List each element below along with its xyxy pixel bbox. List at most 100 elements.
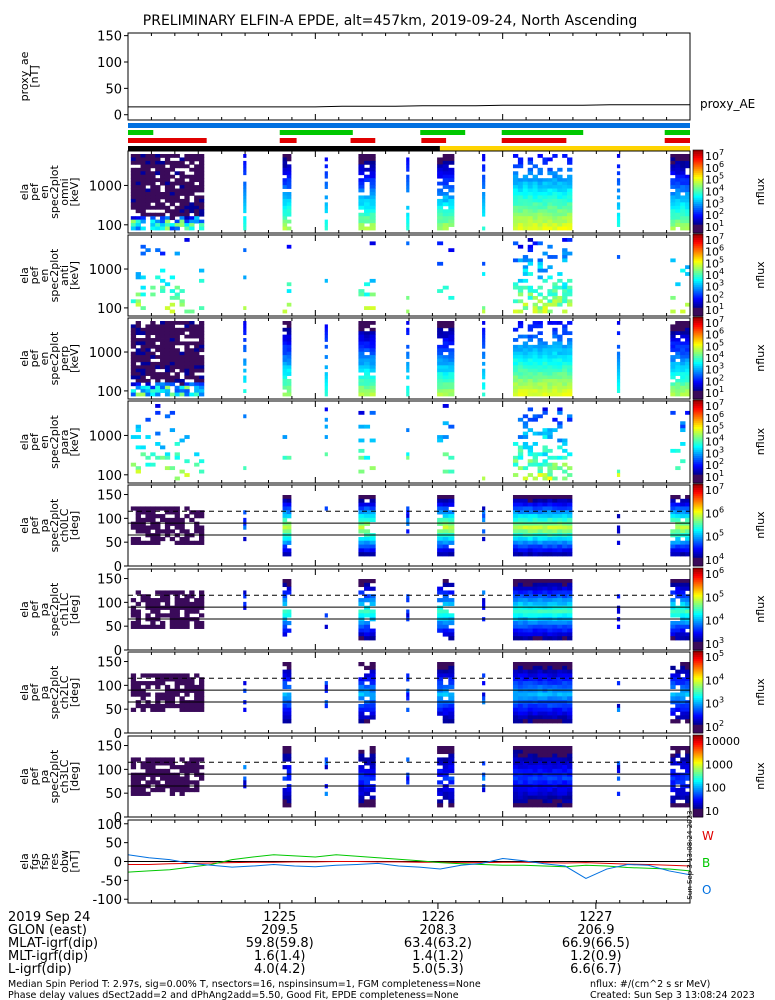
heatmap-cell <box>448 209 455 214</box>
heatmap-cell <box>542 684 548 690</box>
heatmap-cell <box>160 681 166 686</box>
heatmap-cell <box>189 382 195 387</box>
heatmap-cell <box>174 514 180 519</box>
heatmap-cell <box>358 636 365 641</box>
heatmap-cell <box>448 295 455 300</box>
colorbar-cell <box>693 343 703 347</box>
heatmap-cell <box>184 238 190 242</box>
heatmap-cell <box>184 787 190 793</box>
heatmap-cell <box>442 791 449 796</box>
heatmap-cell <box>685 665 691 671</box>
heatmap-cell <box>482 338 486 342</box>
heatmap-cell <box>522 525 529 530</box>
heatmap-cell <box>437 711 444 716</box>
heatmap-cell <box>517 746 524 751</box>
heatmap-cell <box>542 510 548 515</box>
heatmap-cell <box>189 167 195 172</box>
heatmap-cell <box>324 202 328 207</box>
heatmap-cell <box>442 171 449 176</box>
colorbar-tick-exponent: 5 <box>719 255 724 264</box>
colorbar-label: nflux <box>754 595 767 623</box>
heatmap-cell <box>135 216 141 221</box>
heatmap-cell <box>155 681 161 686</box>
heatmap-cell <box>164 761 171 766</box>
heatmap-cell <box>369 506 376 511</box>
heatmap-cell <box>532 382 538 387</box>
heatmap-cell <box>675 791 681 796</box>
heatmap-cell <box>537 632 543 637</box>
heatmap-cell <box>437 681 444 686</box>
heatmap-cell <box>130 372 137 376</box>
heatmap-cell <box>552 681 558 686</box>
heatmap-cell <box>130 157 137 162</box>
status-bar-red <box>501 138 567 143</box>
heatmap-cell <box>145 192 151 196</box>
colorbar-tick-exponent: 7 <box>719 482 724 491</box>
heatmap-cell <box>517 598 524 603</box>
heatmap-cell <box>567 692 573 697</box>
heatmap-cell <box>174 780 180 785</box>
heatmap-cell <box>140 540 146 545</box>
heatmap-cell <box>324 171 328 176</box>
heatmap-cell <box>160 536 166 542</box>
heatmap-cell <box>243 209 247 214</box>
heatmap-cell <box>437 803 444 808</box>
heatmap-cell <box>130 324 137 329</box>
heatmap-cell <box>286 707 292 712</box>
heatmap-cell <box>442 324 449 329</box>
heatmap-cell <box>482 536 486 542</box>
heatmap-cell <box>189 787 195 793</box>
heatmap-cell <box>517 372 524 376</box>
heatmap-cell <box>150 192 156 196</box>
heatmap-cell <box>557 223 563 227</box>
heatmap-cell <box>174 692 180 697</box>
heatmap-cell <box>532 302 538 307</box>
colorbar-cell <box>693 590 703 594</box>
colorbar-cell <box>693 218 703 222</box>
heatmap-cell <box>169 605 176 610</box>
heatmap-cell <box>670 544 676 549</box>
heatmap-cell <box>675 521 681 526</box>
heatmap-cell <box>547 761 553 766</box>
heatmap-cell <box>437 665 444 671</box>
heatmap-cell <box>145 355 151 359</box>
heatmap-cell <box>140 202 146 207</box>
heatmap-cell <box>243 219 247 224</box>
heatmap-cell <box>532 195 538 200</box>
heatmap-cell <box>437 548 444 553</box>
heatmap-cell <box>145 351 151 356</box>
heatmap-cell <box>527 495 534 500</box>
heatmap-cell <box>358 525 365 530</box>
heatmap-cell <box>282 628 288 633</box>
heatmap-cell <box>482 598 486 603</box>
y-axis-label: ela <box>18 434 31 451</box>
heatmap-cell <box>358 195 365 200</box>
heatmap-cell <box>532 306 538 310</box>
heatmap-cell <box>286 590 292 595</box>
heatmap-cell <box>169 361 176 366</box>
heatmap-cell <box>169 673 176 678</box>
heatmap-cell <box>675 351 681 356</box>
heatmap-cell <box>532 757 538 762</box>
heatmap-cell <box>140 275 146 280</box>
heatmap-cell <box>135 601 141 607</box>
heatmap-cell <box>616 609 621 614</box>
heatmap-cell <box>169 341 176 346</box>
y-axis-label: spec2plot <box>48 331 61 385</box>
heatmap-cell <box>680 703 686 709</box>
heatmap-cell <box>286 753 292 758</box>
heatmap-cell <box>685 157 691 162</box>
heatmap-cell <box>527 628 534 633</box>
heatmap-cell <box>547 378 553 383</box>
heatmap-cell <box>130 389 137 393</box>
heatmap-cell <box>135 378 141 383</box>
heatmap-cell <box>532 205 538 210</box>
heatmap-cell <box>179 521 185 526</box>
heatmap-cell <box>364 506 371 511</box>
heatmap-cell <box>194 355 200 359</box>
heatmap-cell <box>282 392 288 397</box>
heatmap-cell <box>527 171 534 176</box>
heatmap-cell <box>442 673 449 678</box>
heatmap-cell <box>517 707 524 712</box>
heatmap-cell <box>522 753 529 758</box>
